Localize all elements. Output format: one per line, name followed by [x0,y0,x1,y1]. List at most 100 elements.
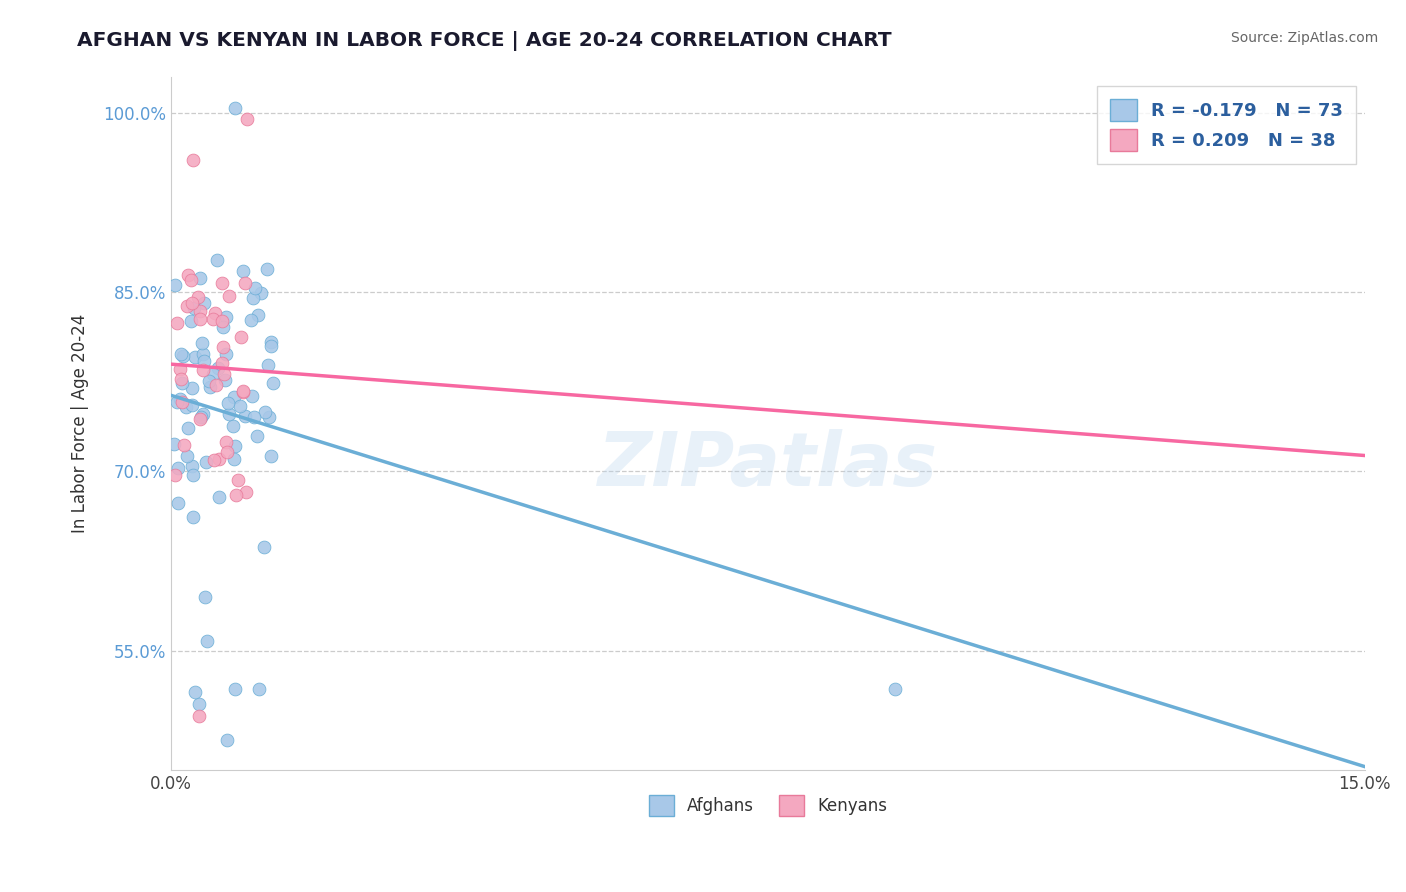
Point [204,306,226,320]
Point [205,377,228,392]
Point [200,380,222,394]
Point [187,709,209,723]
Point [231,264,253,278]
Point [170,347,193,361]
Point [198,375,221,389]
Point [247,681,270,696]
Point [205,253,228,268]
Point [184,685,207,699]
Point [215,445,238,459]
Point [218,407,240,421]
Point [256,261,278,276]
Point [181,510,204,524]
Point [232,385,254,400]
Point [195,634,218,648]
Point [217,396,239,410]
Point [163,467,186,482]
Point [253,540,276,554]
Point [226,473,249,487]
Point [235,112,257,127]
Point [169,392,191,406]
Point [202,453,225,467]
Point [176,421,198,435]
Point [180,381,202,395]
Point [214,374,236,388]
Point [215,733,238,747]
Point [224,439,246,453]
Point [188,312,211,326]
Point [193,354,215,368]
Point [201,367,224,381]
Point [207,360,229,375]
Point [246,308,269,322]
Point [188,412,211,426]
Point [211,356,233,370]
Point [167,496,190,510]
Point [188,271,211,285]
Point [235,485,257,500]
Point [174,400,197,414]
Point [187,290,209,304]
Point [246,429,269,443]
Point [191,335,214,350]
Point [193,295,215,310]
Point [193,363,215,377]
Point [180,458,202,473]
Point [212,320,235,334]
Point [233,276,256,290]
Point [188,304,211,318]
Point [195,455,218,469]
Point [243,281,266,295]
Point [172,376,194,390]
Point [194,591,217,605]
Point [201,312,224,326]
Point [215,435,238,450]
Point [260,449,283,463]
Point [211,314,233,328]
Point [181,153,204,168]
Point [254,405,277,419]
Point [215,347,238,361]
Point [166,395,188,409]
Point [260,334,283,349]
Point [184,351,207,365]
Point [224,101,246,115]
Point [240,313,263,327]
Point [260,339,283,353]
Point [167,461,190,475]
Point [222,418,245,433]
Point [169,372,191,386]
Point [214,367,236,381]
Point [191,347,214,361]
Point [163,437,186,451]
Point [187,698,209,712]
Point [183,301,205,315]
Point [190,409,212,424]
Point [173,438,195,452]
Y-axis label: In Labor Force | Age 20-24: In Labor Force | Age 20-24 [72,314,89,533]
Point [884,681,907,696]
Point [183,467,205,482]
Point [232,384,254,398]
Point [181,398,204,412]
Point [165,278,187,293]
Text: Source: ZipAtlas.com: Source: ZipAtlas.com [1230,31,1378,45]
Point [224,681,246,696]
Point [257,358,280,372]
Point [191,407,214,421]
Point [172,349,194,363]
Point [166,316,188,330]
Point [176,299,198,313]
Point [212,340,235,354]
Point [242,291,264,305]
Point [169,361,191,376]
Point [208,490,231,504]
Point [243,409,266,424]
Point [172,395,194,409]
Point [250,286,273,301]
Point [233,409,256,423]
Point [222,451,245,466]
Point [177,268,200,282]
Legend: Afghans, Kenyans: Afghans, Kenyans [640,787,896,824]
Point [225,488,247,502]
